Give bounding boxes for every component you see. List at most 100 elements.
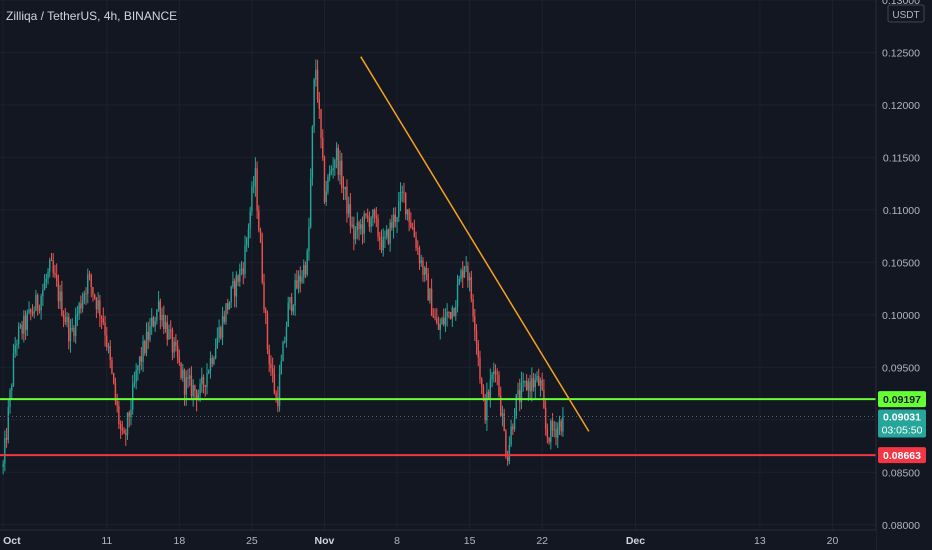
candle-body	[239, 269, 241, 282]
candle-body	[90, 274, 92, 288]
price-tick-label: 0.10000	[882, 310, 920, 322]
candle-body	[189, 375, 191, 379]
candle-body	[287, 302, 289, 327]
candle-body	[199, 383, 201, 395]
candle-body	[474, 316, 476, 331]
candle-body	[145, 331, 148, 354]
candle-body	[47, 271, 49, 279]
candle-body	[429, 288, 431, 301]
candle-body	[123, 430, 125, 434]
candle-body	[163, 314, 165, 329]
price-tick-label: 0.12500	[882, 47, 920, 59]
candle-body	[541, 379, 543, 391]
candle-body	[33, 310, 35, 314]
descending-trendline[interactable]	[360, 56, 590, 432]
candle-body	[151, 317, 153, 327]
candle-body	[372, 209, 374, 219]
candle-body	[315, 69, 317, 80]
candle-body	[54, 272, 56, 275]
candle-body	[347, 204, 350, 214]
time-tick-label: Nov	[315, 535, 335, 547]
candle-body	[366, 215, 369, 218]
candle-body	[418, 248, 421, 264]
time-tick-label: Dec	[626, 535, 645, 547]
candle-body	[130, 409, 132, 417]
drawings[interactable]	[0, 56, 876, 457]
candle-body	[104, 322, 106, 336]
candle-body	[318, 99, 320, 110]
candle-body	[484, 399, 486, 421]
currency-badge[interactable]	[887, 4, 925, 23]
candle-body	[475, 330, 478, 344]
time-scale[interactable]: Oct 11 18 25 Nov 8 15 22 Dec 13 20	[0, 529, 876, 550]
candle-body	[173, 341, 175, 353]
candle-body	[190, 375, 193, 397]
candle-body	[510, 426, 512, 445]
candle-body	[216, 337, 219, 349]
time-tick-label: 8	[394, 535, 400, 547]
candle-body	[131, 384, 134, 410]
candle-body	[550, 420, 552, 443]
candle-body	[301, 277, 303, 282]
candle-body	[246, 238, 248, 246]
candle-body	[201, 376, 203, 384]
candle-body	[142, 341, 144, 362]
candle-body	[444, 316, 447, 325]
candle-body	[481, 379, 483, 387]
candle-body	[506, 456, 509, 462]
candle-body	[116, 400, 118, 407]
candle-body	[303, 265, 305, 278]
candle-body	[365, 213, 367, 216]
candle-body	[443, 318, 445, 325]
candle-body	[379, 236, 381, 241]
candle-body	[465, 266, 467, 268]
candle-body	[119, 424, 122, 429]
candle-body	[351, 224, 353, 227]
candle-body	[422, 260, 424, 275]
candle-body	[102, 318, 105, 323]
candle-body	[522, 381, 524, 383]
candle-body	[520, 382, 523, 403]
candle-body	[40, 296, 42, 311]
candle-body	[258, 210, 260, 231]
candle-body	[280, 361, 282, 375]
candle-body	[472, 299, 474, 317]
candle-body	[289, 297, 291, 303]
candle-body	[21, 325, 23, 334]
candle-body	[26, 313, 28, 330]
price-scale[interactable]: 0.080000.085000.090000.095000.100000.105…	[875, 0, 932, 550]
candle-body	[38, 307, 41, 311]
candle-body	[223, 316, 225, 322]
candle-body	[23, 315, 25, 334]
candle-body	[168, 329, 170, 340]
price-tick-label: 0.10500	[882, 257, 920, 269]
candle-body	[513, 418, 516, 430]
candle-body	[195, 390, 198, 401]
candle-body	[282, 342, 284, 362]
candle-body	[313, 79, 315, 127]
candle-body	[45, 278, 48, 283]
candle-body	[394, 214, 397, 222]
candle-body	[462, 270, 464, 278]
candle-body	[265, 309, 267, 314]
time-tick-label: 11	[101, 535, 112, 547]
candle-body	[544, 407, 547, 429]
candle-body	[213, 358, 215, 365]
symbol-title: Zilliqa / TetherUS, 4h, BINANCE	[6, 9, 177, 23]
candle-body	[391, 222, 393, 228]
candle-body	[517, 390, 519, 395]
candle-body	[228, 302, 231, 310]
candle-body	[330, 170, 333, 173]
candle-body	[375, 215, 378, 219]
candle-body	[546, 428, 549, 438]
candle-body	[137, 365, 139, 371]
candle-body	[87, 274, 89, 294]
candle-body	[254, 168, 257, 186]
candle-body	[204, 385, 206, 387]
candle-body	[95, 298, 98, 310]
candle-body	[460, 270, 462, 279]
candle-body	[423, 267, 426, 275]
candle-body	[327, 176, 329, 192]
candle-body	[266, 313, 269, 350]
